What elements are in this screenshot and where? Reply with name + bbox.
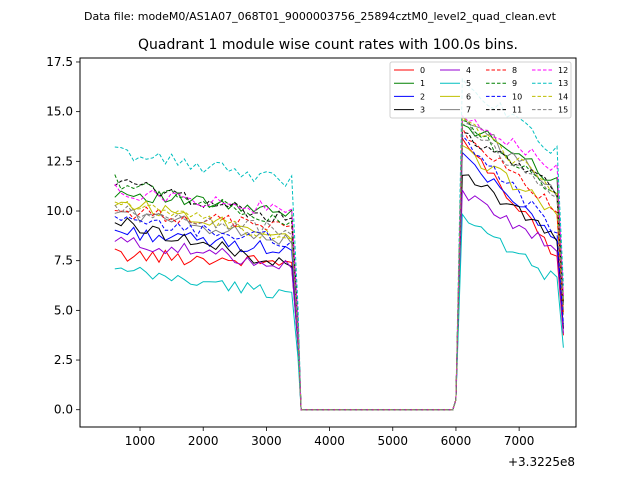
y-tick-label: 12.5 — [46, 154, 73, 168]
series-line-9 — [114, 119, 564, 411]
series-line-10 — [114, 134, 564, 411]
legend-label-14: 14 — [558, 92, 568, 101]
legend-label-13: 13 — [558, 79, 568, 88]
legend-label-3: 3 — [420, 106, 425, 115]
series-line-0 — [114, 136, 564, 411]
y-tick-label: 10.0 — [46, 204, 73, 218]
x-tick-label: 2000 — [188, 434, 219, 448]
series-line-5 — [114, 212, 564, 411]
legend-label-0: 0 — [420, 66, 425, 75]
series-line-8 — [114, 127, 564, 411]
y-axis: 0.0 2.5 5.0 7.5 10.0 12.5 15.0 17.5 — [46, 55, 80, 417]
series-line-13 — [114, 77, 564, 411]
legend-box — [389, 61, 572, 119]
series-line-11 — [114, 131, 564, 411]
y-tick-label: 7.5 — [54, 254, 73, 268]
x-tick-label: 1000 — [125, 434, 156, 448]
y-tick-label: 0.0 — [54, 403, 73, 417]
legend-label-7: 7 — [466, 106, 471, 115]
series-line-3 — [114, 174, 564, 411]
x-axis: 1000 2000 3000 4000 5000 6000 7000 — [125, 427, 535, 448]
series-layer — [114, 77, 564, 411]
series-line-4 — [114, 188, 564, 411]
chart-suptitle: Data file: modeM0/AS1A07_068T01_90000037… — [84, 10, 557, 23]
legend-label-11: 11 — [512, 106, 522, 115]
legend-label-6: 6 — [466, 92, 471, 101]
legend-label-9: 9 — [512, 79, 517, 88]
y-tick-label: 2.5 — [54, 353, 73, 367]
x-tick-label: 3000 — [251, 434, 282, 448]
y-tick-label: 5.0 — [54, 303, 73, 317]
x-tick-label: 7000 — [504, 434, 535, 448]
series-line-15 — [114, 123, 564, 411]
y-tick-label: 17.5 — [46, 55, 73, 69]
series-line-7 — [114, 114, 564, 411]
legend-label-4: 4 — [466, 66, 471, 75]
series-line-12 — [114, 114, 564, 411]
y-tick-label: 15.0 — [46, 105, 73, 119]
legend-label-12: 12 — [558, 66, 568, 75]
x-tick-label: 6000 — [441, 434, 472, 448]
legend-label-2: 2 — [420, 92, 425, 101]
x-offset-label: +3.3225e8 — [508, 455, 575, 469]
legend-label-5: 5 — [466, 79, 471, 88]
series-line-14 — [114, 116, 564, 411]
x-tick-label: 4000 — [314, 434, 345, 448]
legend-label-1: 1 — [420, 79, 425, 88]
x-tick-label: 5000 — [377, 434, 408, 448]
chart-title: Quadrant 1 module wise count rates with … — [138, 37, 518, 53]
legend-label-10: 10 — [512, 92, 522, 101]
legend-label-8: 8 — [512, 66, 517, 75]
series-line-2 — [114, 151, 564, 411]
axes-frame — [79, 57, 577, 428]
legend-label-15: 15 — [558, 106, 568, 115]
